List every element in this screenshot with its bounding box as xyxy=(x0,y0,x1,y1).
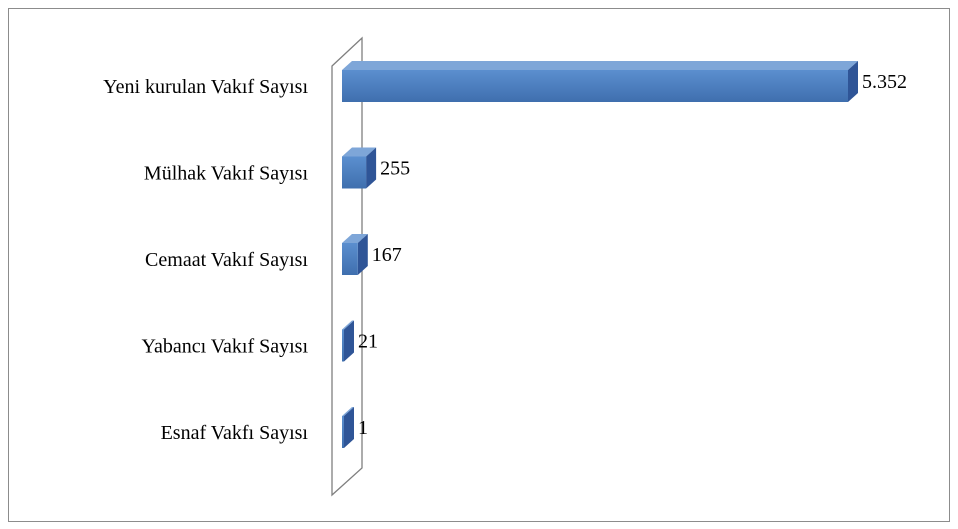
value-label: 21 xyxy=(358,331,378,353)
category-label: Cemaat Vakıf Sayısı xyxy=(145,249,308,271)
bar-side-face xyxy=(366,147,377,189)
value-label: 167 xyxy=(372,244,402,266)
bar-front-face xyxy=(342,156,367,189)
bar-side-face xyxy=(848,61,858,102)
bar-top-face xyxy=(342,61,858,70)
bar-side-face xyxy=(357,234,368,275)
bar-front-face xyxy=(342,70,848,102)
category-label: Yeni kurulan Vakıf Sayısı xyxy=(103,76,308,98)
category-label: Esnaf Vakfı Sayısı xyxy=(161,422,309,444)
bar-side-face xyxy=(344,407,354,448)
bar-2 xyxy=(342,147,377,189)
bar-3 xyxy=(342,234,368,275)
bar-top-face xyxy=(342,234,368,243)
bar-top-face xyxy=(342,407,354,416)
axis-wall-panel xyxy=(331,36,363,497)
bar-front-face xyxy=(342,416,344,448)
bar-front-face xyxy=(342,243,358,275)
value-label: 5.352 xyxy=(862,71,907,93)
labels: Yeni kurulan Vakıf Sayısı 5.352 Mülhak Vak… xyxy=(103,71,907,444)
bar-top-face xyxy=(342,147,377,157)
category-label: Mülhak Vakıf Sayısı xyxy=(144,163,309,185)
axis-wall xyxy=(331,36,363,497)
bars xyxy=(342,61,858,448)
value-label: 1 xyxy=(358,417,368,439)
bar-top-face xyxy=(342,320,354,330)
bar-4 xyxy=(342,320,354,362)
bar-front-face xyxy=(342,329,344,362)
bar-1 xyxy=(342,61,858,102)
bar-5 xyxy=(342,407,354,448)
category-label: Yabancı Vakıf Sayısı xyxy=(142,336,309,358)
bar-side-face xyxy=(344,320,354,362)
value-label: 255 xyxy=(380,158,410,180)
